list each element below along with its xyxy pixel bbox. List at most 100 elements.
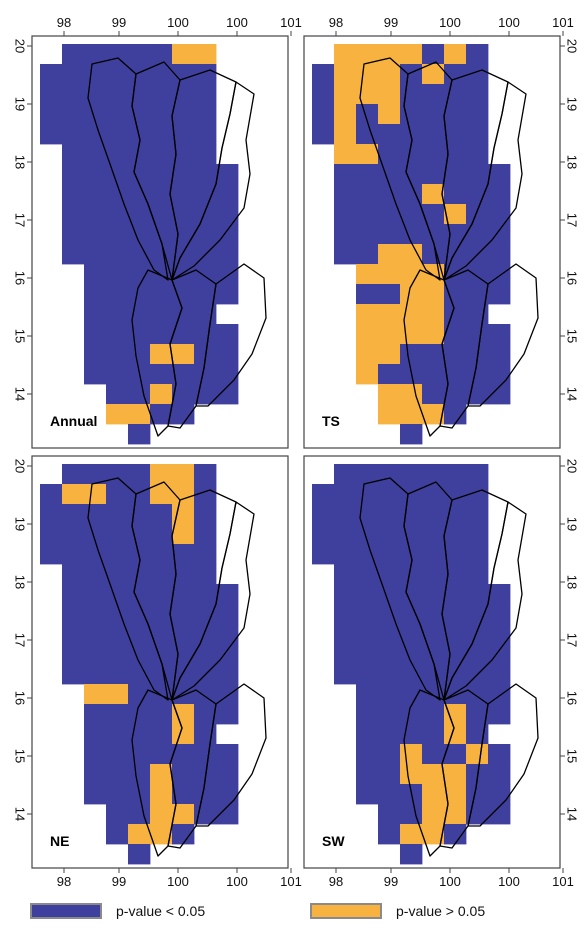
grid-cell-not-significant (444, 204, 467, 225)
grid-cell-significant (106, 724, 129, 745)
grid-cell-significant (194, 684, 217, 705)
grid-cell-significant (378, 604, 401, 625)
grid-cell-significant (444, 284, 467, 305)
grid-cell-significant (194, 484, 217, 505)
grid-cell-significant (488, 744, 511, 765)
grid-cell-significant (466, 184, 489, 205)
grid-cell-significant (334, 664, 357, 685)
grid-cell-significant (172, 204, 195, 225)
grid-cell-significant (128, 204, 151, 225)
grid-cell-significant (378, 524, 401, 545)
grid-cell-significant (422, 84, 445, 105)
grid-cell-significant (194, 584, 217, 605)
grid-cell-not-significant (400, 824, 423, 845)
grid-cell-significant (128, 144, 151, 165)
grid-cell-significant (444, 264, 467, 285)
grid-cell-significant (356, 184, 379, 205)
grid-cell-significant (444, 544, 467, 565)
y-tick-label: 17 (13, 213, 28, 227)
grid-cell-significant (356, 724, 379, 745)
x-tick-label: 99 (112, 874, 126, 889)
grid-cell-significant (40, 484, 63, 505)
grid-cell-significant (334, 184, 357, 205)
grid-cell-significant (150, 544, 173, 565)
grid-cell-significant (422, 384, 445, 405)
grid-cell-significant (106, 584, 129, 605)
grid-cell-significant (128, 184, 151, 205)
grid-cell-significant (150, 84, 173, 105)
grid-cell-significant (444, 164, 467, 185)
grid-cell-not-significant (128, 404, 151, 425)
grid-cell-not-significant (172, 704, 195, 725)
y-tick-label: 18 (565, 155, 580, 169)
grid-cell-significant (106, 644, 129, 665)
grid-cell-significant (172, 824, 195, 845)
grid-cell-significant (466, 524, 489, 545)
grid-cell-significant (466, 564, 489, 585)
basin-outline (467, 263, 539, 407)
grid-cell-significant (40, 84, 63, 105)
grid-cell-significant (356, 664, 379, 685)
grid-cell-significant (334, 564, 357, 585)
grid-cell-significant (312, 124, 335, 145)
y-tick-label: 20 (13, 459, 28, 473)
grid-cell-significant (488, 324, 511, 345)
grid-cell-significant (128, 624, 151, 645)
grid-cell-significant (400, 104, 423, 125)
basin-outline (195, 683, 267, 827)
grid-cell-significant (466, 164, 489, 185)
grid-cell-significant (84, 64, 107, 85)
grid-cell-not-significant (400, 764, 423, 785)
grid-cell-significant (106, 104, 129, 125)
grid-cell-significant (422, 204, 445, 225)
basin-outline (439, 269, 489, 429)
grid-cell-significant (128, 424, 151, 445)
panel-label: SW (322, 833, 345, 849)
grid-cell-significant (40, 124, 63, 145)
grid-cell-significant (334, 484, 357, 505)
grid-cell-significant (466, 224, 489, 245)
grid-cell-significant (422, 44, 445, 65)
grid-cell-significant (400, 804, 423, 825)
x-tick-label: 101 (552, 874, 574, 889)
grid-cell-significant (444, 584, 467, 605)
grid-cell-significant (444, 324, 467, 345)
grid-cell-significant (106, 164, 129, 185)
grid-cell-significant (172, 264, 195, 285)
grid-cell-significant (194, 264, 217, 285)
grid-cell-significant (84, 364, 107, 385)
grid-cell-significant (62, 164, 85, 185)
y-tick-label: 20 (565, 459, 580, 473)
grid-cell-significant (128, 384, 151, 405)
grid-cell-significant (150, 704, 173, 725)
grid-cell-significant (84, 344, 107, 365)
grid-cell-significant (422, 724, 445, 745)
grid-cell-significant (216, 784, 239, 805)
grid-cell-significant (444, 604, 467, 625)
grid-cell-significant (172, 224, 195, 245)
grid-cell-significant (106, 284, 129, 305)
map-panel: 98 99 100 100 101 20 19 18 17 16 15 14 TS (303, 15, 580, 449)
grid-cell-significant (62, 144, 85, 165)
grid-cell-not-significant (194, 44, 217, 65)
legend-label-not-significant: p-value > 0.05 (396, 903, 486, 919)
grid-cell-significant (422, 524, 445, 545)
grid-cell-significant (62, 104, 85, 125)
grid-cell-significant (84, 304, 107, 325)
grid-cell-significant (400, 424, 423, 445)
grid-cell-significant (106, 604, 129, 625)
grid-cell-not-significant (400, 404, 423, 425)
x-tick-label: 100 (226, 874, 248, 889)
grid-cell-not-significant (150, 344, 173, 365)
grid-cell-significant (378, 764, 401, 785)
grid-cell-significant (378, 704, 401, 725)
y-tick-label: 20 (565, 39, 580, 53)
grid-cell-significant (62, 84, 85, 105)
grid-cell-significant (84, 104, 107, 125)
grid-cell-significant (106, 464, 129, 485)
grid-cell-significant (466, 344, 489, 365)
grid-cell-significant (172, 764, 195, 785)
grid-cell-significant (128, 844, 151, 865)
grid-cell-not-significant (150, 784, 173, 805)
grid-cell-significant (422, 124, 445, 145)
